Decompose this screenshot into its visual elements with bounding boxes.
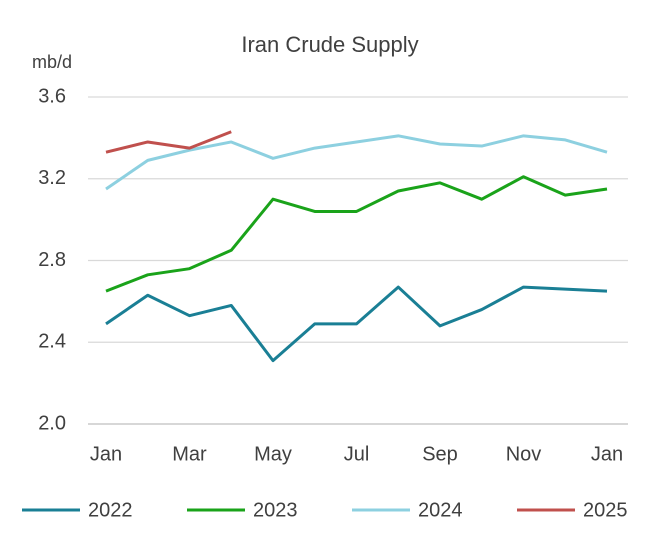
x-tick-label: Jan [591, 443, 623, 465]
series-line [105, 130, 232, 154]
legend-label: 2025 [583, 499, 628, 521]
y-tick-label: 2.8 [38, 249, 66, 271]
x-tick-label: Sep [422, 443, 458, 465]
x-tick-label: Mar [172, 443, 207, 465]
y-tick-label: 2.0 [38, 412, 66, 434]
y-tick-label: 3.6 [38, 85, 66, 107]
legend-label: 2024 [418, 499, 463, 521]
series-line [105, 134, 608, 191]
series-line [105, 285, 608, 363]
y-axis-label: mb/d [32, 52, 72, 72]
y-tick-label: 3.2 [38, 167, 66, 189]
y-tick-label: 2.4 [38, 331, 66, 353]
chart-title: Iran Crude Supply [241, 32, 418, 57]
x-tick-label: Nov [506, 443, 542, 465]
legend-label: 2022 [88, 499, 133, 521]
x-tick-label: Jul [344, 443, 370, 465]
x-tick-label: Jan [90, 443, 122, 465]
legend-label: 2023 [253, 499, 298, 521]
series-line [105, 175, 608, 293]
x-tick-label: May [254, 443, 292, 465]
